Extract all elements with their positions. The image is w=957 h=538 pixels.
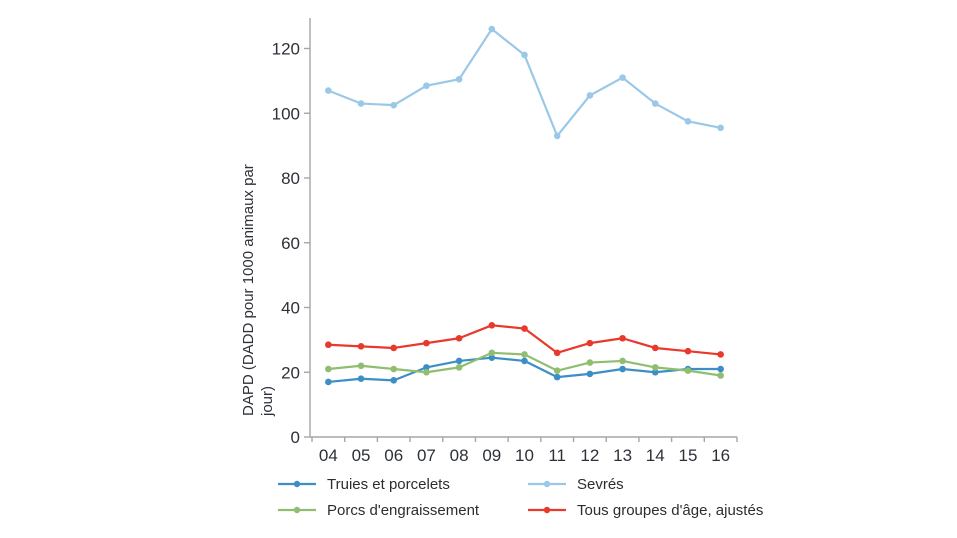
data-point — [423, 82, 430, 90]
data-point — [521, 325, 528, 332]
data-point — [455, 75, 463, 83]
data-point — [455, 364, 463, 371]
y-tick-label: 40 — [281, 299, 300, 318]
x-tick-label: 08 — [450, 446, 469, 465]
data-point — [488, 349, 496, 357]
data-point — [619, 365, 626, 373]
data-point — [684, 367, 692, 374]
x-tick-label: 06 — [384, 446, 403, 465]
data-point — [684, 118, 692, 125]
y-tick-label: 0 — [291, 428, 300, 447]
legend-line-dot-icon — [278, 506, 316, 514]
data-point — [586, 339, 594, 347]
data-point — [325, 341, 332, 349]
y-axis-title-line2: jour) — [259, 385, 276, 416]
legend-item-tous-groupes-ajustes: Tous groupes d'âge, ajustés — [528, 501, 764, 519]
data-point — [390, 101, 398, 109]
data-point — [586, 92, 594, 99]
x-tick-label: 05 — [352, 446, 371, 465]
series-line — [327, 27, 721, 138]
x-tick-label: 07 — [417, 446, 436, 465]
data-point — [586, 359, 594, 366]
x-tick-label: 11 — [548, 446, 566, 465]
data-point — [717, 351, 724, 358]
data-point — [553, 349, 561, 357]
legend-label: Tous groupes d'âge, ajustés — [577, 501, 764, 519]
y-tick-label: 120 — [272, 40, 300, 59]
legend-label: Porcs d'engraissement — [327, 501, 480, 519]
data-point — [651, 344, 659, 352]
legend-line-dot-icon — [278, 480, 316, 488]
data-point — [423, 339, 430, 347]
data-point — [357, 375, 365, 383]
x-tick-label: 04 — [319, 446, 338, 465]
data-point — [586, 370, 594, 378]
y-tick-label: 20 — [281, 363, 300, 382]
data-point — [390, 377, 398, 384]
data-point — [455, 334, 463, 342]
legend-line-dot-icon — [528, 506, 566, 514]
data-point — [684, 347, 692, 355]
legend-label: Truies et porcelets — [327, 475, 450, 493]
data-point — [651, 364, 659, 371]
data-point — [553, 373, 561, 381]
data-point — [553, 132, 561, 140]
legend-item-sevres: Sevrés — [528, 475, 624, 493]
data-point — [521, 51, 528, 59]
data-point — [488, 354, 496, 361]
data-point — [325, 87, 332, 94]
data-point — [423, 368, 430, 376]
data-point — [521, 351, 528, 358]
legend-line-dot-icon — [528, 480, 566, 488]
y-tick-label: 100 — [272, 104, 300, 123]
data-point — [488, 25, 496, 33]
legend-item-truies-et-porcelets: Truies et porcelets — [278, 475, 450, 493]
data-point — [390, 365, 398, 373]
data-point — [717, 372, 724, 379]
x-tick-label: 12 — [580, 446, 599, 465]
data-point — [357, 362, 365, 370]
y-tick-label: 60 — [281, 234, 300, 253]
x-tick-label: 15 — [679, 446, 698, 465]
legend-label: Sevrés — [577, 475, 624, 493]
data-point — [521, 357, 528, 365]
data-point — [455, 357, 463, 365]
x-tick-label: 10 — [515, 446, 534, 465]
data-point — [357, 100, 365, 107]
data-point — [651, 100, 659, 107]
x-tick-label: 14 — [646, 446, 665, 465]
data-point — [619, 357, 626, 365]
y-tick-label: 80 — [281, 169, 300, 188]
data-point — [488, 322, 496, 329]
y-axis-title-line1: DAPD (DADD pour 1000 animaux par — [240, 164, 257, 416]
data-point — [717, 124, 724, 132]
data-point — [651, 368, 659, 376]
legend-item-porcs-engraissement: Porcs d'engraissement — [278, 501, 480, 519]
x-tick-label: 16 — [711, 446, 730, 465]
data-point — [619, 334, 626, 342]
x-tick-label: 09 — [482, 446, 501, 465]
data-point — [717, 365, 724, 373]
data-point — [619, 74, 626, 81]
data-point — [390, 344, 398, 352]
y-axis-title: DAPD (DADD pour 1000 animaux par jour) — [239, 150, 279, 416]
data-point — [553, 367, 561, 374]
data-point — [357, 343, 365, 350]
x-tick-label: 13 — [613, 446, 632, 465]
data-point — [423, 364, 430, 371]
data-point — [325, 365, 332, 373]
data-point — [325, 378, 332, 386]
